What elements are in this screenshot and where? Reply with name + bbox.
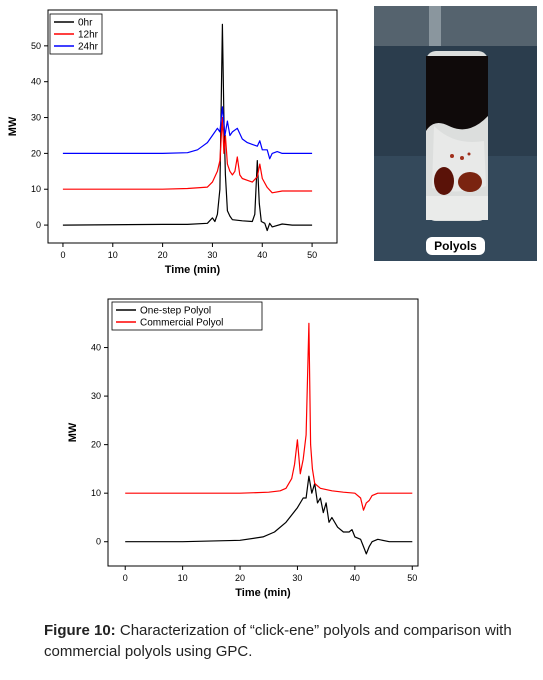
y-axis-label: MW bbox=[7, 116, 19, 136]
series-line bbox=[62, 106, 313, 160]
series-line bbox=[62, 23, 313, 232]
legend-entry: One-step Polyol bbox=[140, 306, 211, 317]
series-line bbox=[125, 322, 413, 511]
y-tick-label: 0 bbox=[36, 220, 41, 230]
y-tick-label: 50 bbox=[31, 41, 41, 51]
y-tick-label: 30 bbox=[91, 391, 101, 401]
x-tick-label: 50 bbox=[307, 250, 317, 260]
x-tick-label: 20 bbox=[235, 573, 245, 583]
y-tick-label: 10 bbox=[91, 488, 101, 498]
legend-entry: Commercial Polyol bbox=[140, 318, 223, 329]
x-tick-label: 10 bbox=[178, 573, 188, 583]
photo-label-text: Polyols bbox=[426, 237, 485, 255]
x-tick-label: 10 bbox=[108, 250, 118, 260]
x-tick-label: 30 bbox=[292, 573, 302, 583]
y-tick-label: 20 bbox=[31, 148, 41, 158]
series-line bbox=[125, 475, 413, 555]
legend-box bbox=[111, 301, 263, 331]
x-tick-label: 30 bbox=[207, 250, 217, 260]
vial-illustration bbox=[374, 6, 537, 261]
x-tick-label: 0 bbox=[123, 573, 128, 583]
caption-text: Characterization of “click-ene” polyols … bbox=[44, 622, 512, 660]
y-axis-label: MW bbox=[67, 422, 79, 442]
x-tick-label: 0 bbox=[60, 250, 65, 260]
x-tick-label: 40 bbox=[350, 573, 360, 583]
y-tick-label: 10 bbox=[31, 184, 41, 194]
chart-1: 0 10 20 30 40 50 0 10 20 30 40 50 Time (min) MW 0hr12h… bbox=[7, 9, 338, 276]
x-tick-label: 20 bbox=[158, 250, 168, 260]
chart-2: 0 10 20 30 40 50 0 10 20 30 40 Time (min) MW One-step… bbox=[67, 298, 419, 599]
x-tick-label: 50 bbox=[407, 573, 417, 583]
series-line bbox=[62, 116, 313, 194]
plot-frame bbox=[107, 298, 419, 567]
figure-caption: Figure 10: Characterization of “click-en… bbox=[44, 620, 524, 662]
y-tick-label: 40 bbox=[91, 343, 101, 353]
legend-entry: 24hr bbox=[78, 42, 99, 53]
y-tick-label: 0 bbox=[96, 537, 101, 547]
x-axis-label: Time (min) bbox=[165, 264, 221, 276]
legend-entry: 12hr bbox=[78, 30, 99, 41]
x-axis-label: Time (min) bbox=[235, 587, 291, 599]
y-tick-label: 20 bbox=[91, 440, 101, 450]
plot-frame bbox=[47, 9, 338, 244]
caption-label: Figure 10: bbox=[44, 622, 116, 639]
y-tick-label: 30 bbox=[31, 113, 41, 123]
legend-entry: 0hr bbox=[78, 18, 93, 29]
photo-label: Polyols bbox=[374, 237, 537, 255]
polyols-photo: Polyols bbox=[374, 6, 537, 261]
x-tick-label: 40 bbox=[257, 250, 267, 260]
y-tick-label: 40 bbox=[31, 77, 41, 87]
